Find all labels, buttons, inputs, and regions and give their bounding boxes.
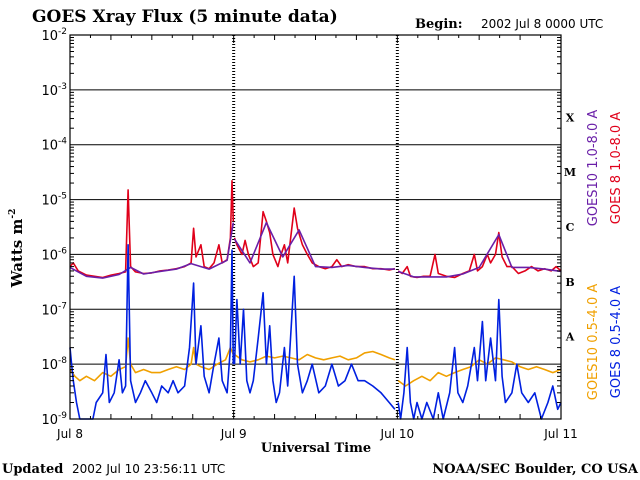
x-tick-label: Jul 9 xyxy=(220,427,247,441)
x-tick-label: Jul 11 xyxy=(543,427,578,441)
series-line xyxy=(69,180,235,279)
svg-text:Watts m-2: Watts m-2 xyxy=(8,209,26,289)
series-line xyxy=(397,298,562,420)
grid-layer xyxy=(70,34,561,420)
legend-entry-text: GOES10 0.5-4.0 A xyxy=(586,284,601,401)
y-tick-label: 10-6 xyxy=(41,246,67,263)
flare-class-label: M xyxy=(564,166,576,179)
flare-class-label: A xyxy=(565,331,575,344)
y-tick-label: 10-3 xyxy=(41,82,67,99)
x-axis-label: Universal Time xyxy=(261,441,371,456)
y-tick-label: 10-2 xyxy=(41,27,67,44)
legend-entry: GOES10 0.5-4.0 A xyxy=(586,284,601,401)
series-goes-8-0-5-4-0-a xyxy=(69,244,562,420)
footer-updated-value: 2002 Jul 10 23:56:11 UTC xyxy=(72,462,225,476)
x-tick-label: Jul 8 xyxy=(56,427,83,441)
series-layer xyxy=(69,180,562,420)
series-goes-8-1-0-8-0-a xyxy=(69,180,562,279)
series-line xyxy=(233,275,396,410)
legend-entry: GOES 8 1.0-8.0 A xyxy=(609,112,624,224)
legend-entry-text: GOES10 1.0-8.0 A xyxy=(586,110,601,227)
flare-class-label: C xyxy=(566,221,575,234)
chart-title: GOES Xray Flux (5 minute data) xyxy=(32,7,338,27)
series-line xyxy=(233,207,396,271)
series-line xyxy=(397,233,562,278)
y-tick-label: 10-7 xyxy=(41,301,67,318)
legend-entry: GOES10 1.0-8.0 A xyxy=(586,110,601,227)
plot-frame xyxy=(69,34,562,420)
legend-entry-text: GOES 8 0.5-4.0 A xyxy=(609,286,624,398)
series-line xyxy=(233,221,395,270)
series-line xyxy=(69,222,235,279)
y-tick-label: 10-5 xyxy=(41,192,67,209)
legend-entry-text: GOES 8 1.0-8.0 A xyxy=(609,112,624,224)
y-axis-label-text: Watts m xyxy=(8,219,26,289)
begin-value: 2002 Jul 8 0000 UTC xyxy=(481,17,603,31)
y-tick-label: 10-8 xyxy=(41,356,67,373)
flare-class-label: X xyxy=(566,111,575,124)
series-goes10-1-0-8-0-a xyxy=(69,221,562,279)
series-line xyxy=(69,337,235,382)
y-axis-label-exponent: -2 xyxy=(8,209,18,219)
flare-class-label: B xyxy=(565,276,574,289)
legend-entry: GOES 8 0.5-4.0 A xyxy=(609,286,624,398)
footer-updated-label: Updated xyxy=(2,462,63,477)
legend: GOES10 1.0-8.0 A GOES 8 1.0-8.0 A GOES10 0… xyxy=(586,110,624,401)
begin-label: Begin: xyxy=(415,17,463,32)
y-axis-label: Watts m-2 xyxy=(8,209,26,289)
x-tick-label: Jul 10 xyxy=(380,427,415,441)
series-line xyxy=(69,244,235,420)
y-tick-label: 10-9 xyxy=(41,411,67,428)
series-line xyxy=(234,350,396,363)
y-tick-label: 10-4 xyxy=(41,137,67,154)
footer-credit: NOAA/SEC Boulder, CO USA xyxy=(432,462,639,477)
series-line xyxy=(397,231,562,279)
